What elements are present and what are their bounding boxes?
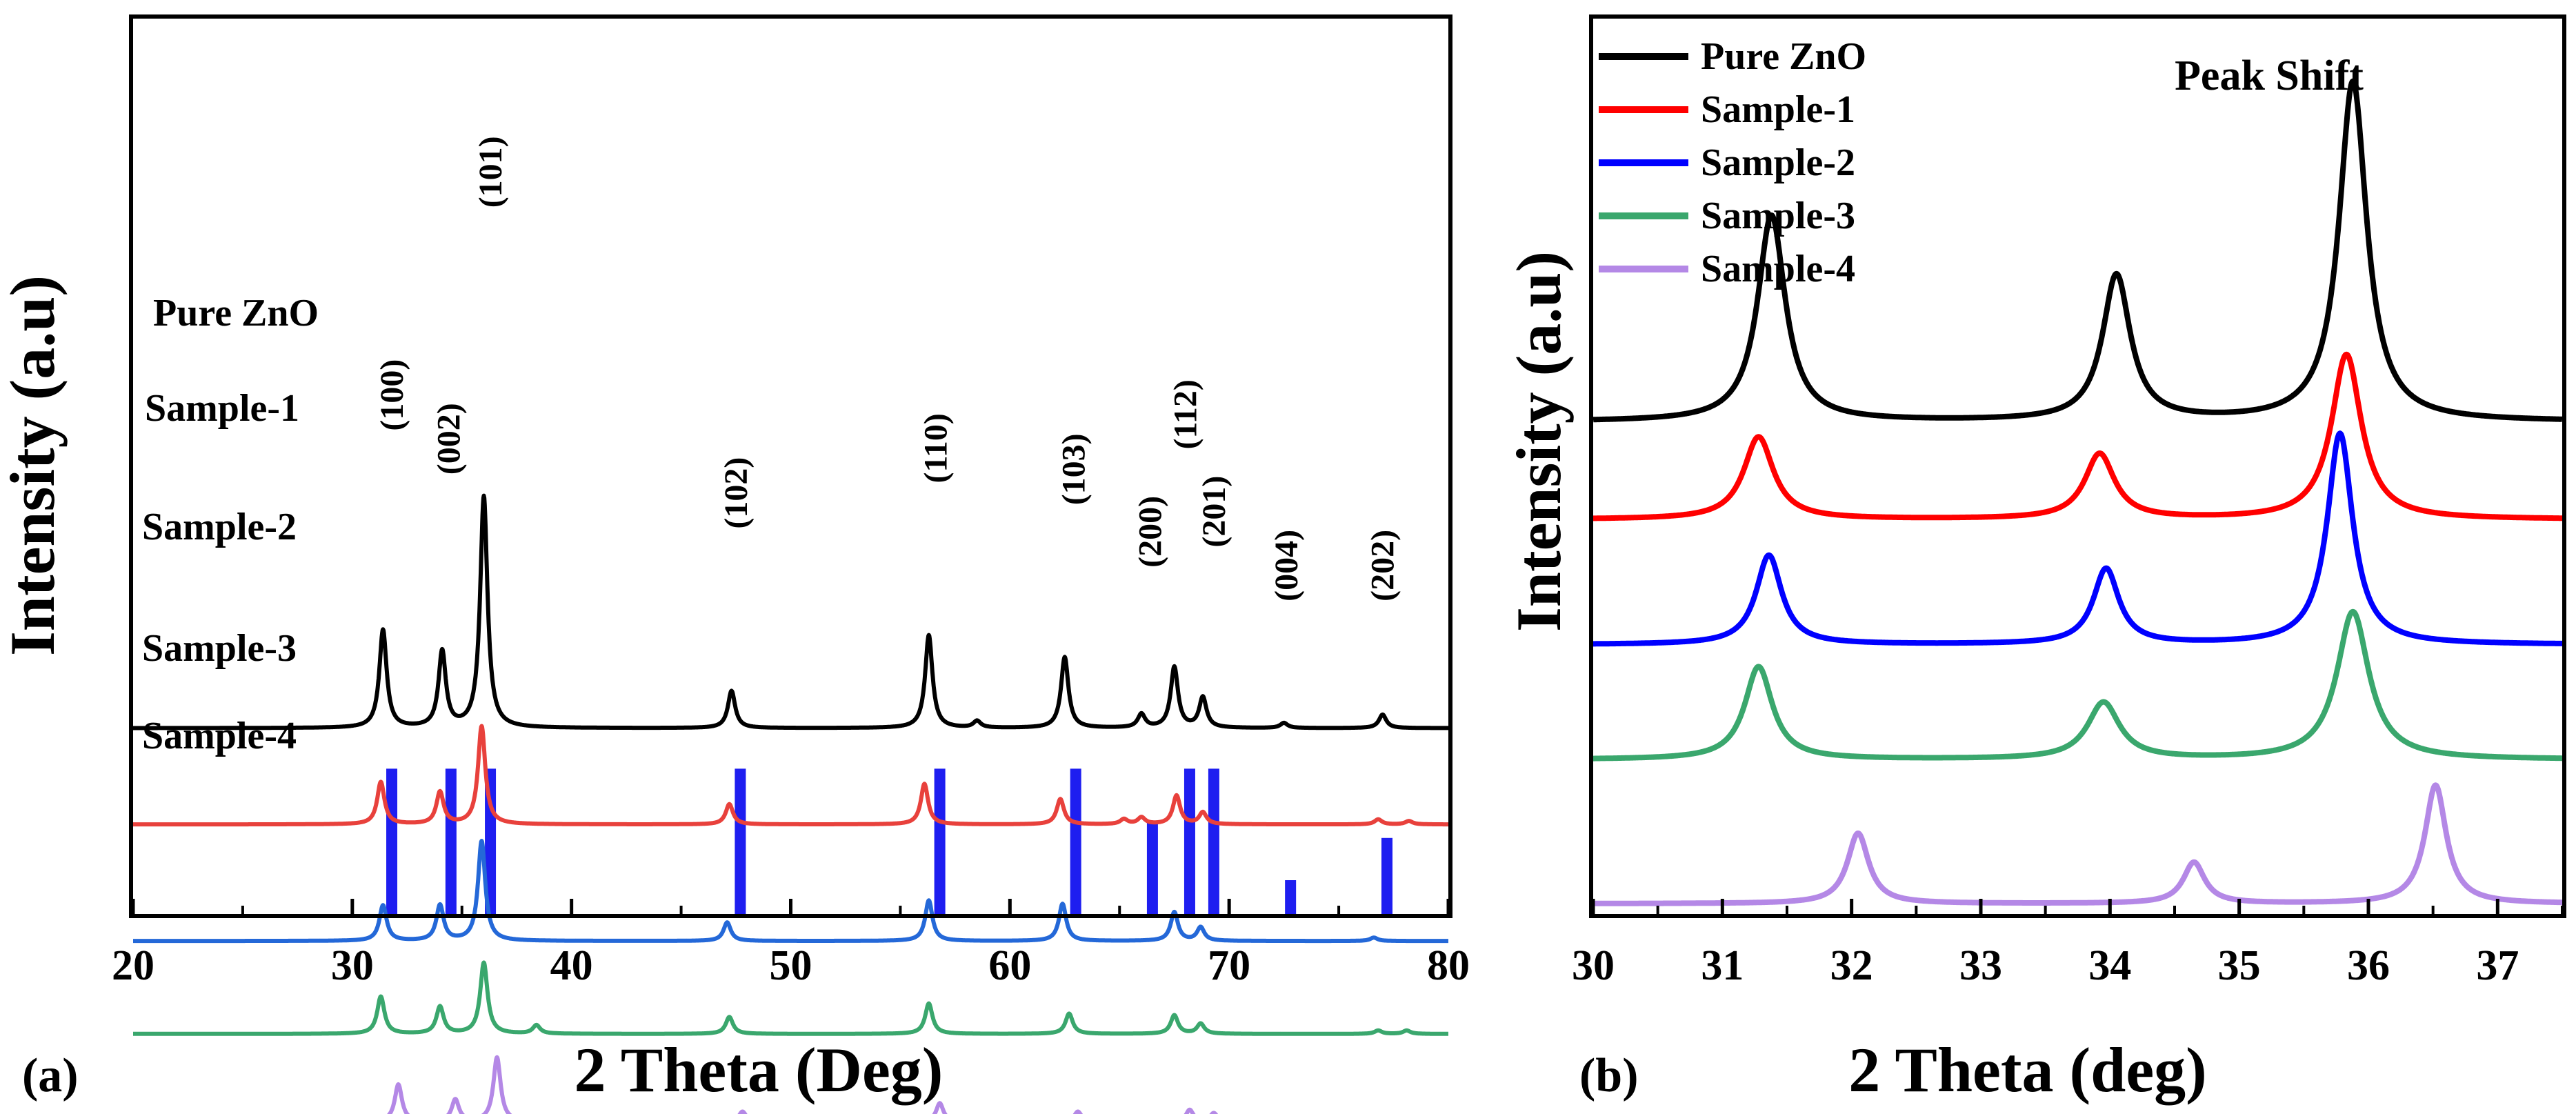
panel-b-letter: (b): [1579, 1049, 1639, 1102]
panel-a-x-axis-title: 2 Theta (Deg): [575, 1035, 943, 1105]
x-tick-label: 33: [1959, 942, 2002, 989]
panel-a-y-axis-title: Intensity (a.u): [0, 275, 68, 656]
legend-entry: Sample-1: [1701, 88, 1855, 131]
peak-index-label: (200): [1132, 496, 1169, 568]
series-line: [131, 839, 1450, 944]
x-tick-label: 35: [2218, 942, 2261, 989]
reference-bar: [445, 768, 457, 914]
reference-bar: [1184, 768, 1195, 914]
x-tick-label: 37: [2476, 942, 2519, 989]
panel-a-x-ticks: 20 30 40 50 60 70 80: [112, 899, 1470, 989]
panel-b-series-lines: [1590, 78, 2565, 906]
panel-a-plot-frame: [129, 14, 1452, 918]
x-tick-label: 50: [770, 942, 812, 989]
reference-bar: [1208, 768, 1219, 914]
series-line: [131, 493, 1450, 730]
sample-label: Sample-2: [142, 506, 297, 548]
panel-a-chart: 20 30 40 50 60 70 80 (100) (002) (101) (102) (110)…: [0, 14, 1470, 1114]
peak-index-label: (101): [472, 136, 509, 208]
legend-entry: Sample-3: [1701, 195, 1855, 237]
series-line: [131, 960, 1450, 1036]
reference-bar: [1070, 768, 1081, 914]
reference-bar: [1285, 880, 1297, 914]
x-tick-label: 30: [1572, 942, 1615, 989]
peak-index-label: (110): [917, 413, 954, 483]
x-tick-label: 36: [2347, 942, 2390, 989]
panel-a-letter: (a): [22, 1049, 79, 1102]
x-tick-label: 30: [331, 942, 374, 989]
legend-entry: Sample-4: [1701, 248, 1855, 290]
panel-b-chart: 30 31 32 33 34 35 36 37 Pure ZnO Sample-1 Sample-…: [1504, 14, 2566, 1105]
peak-index-label: (103): [1056, 433, 1092, 505]
panel-b-legend: Pure ZnO Sample-1 Sample-2 Sample-3 Sample-4: [1599, 35, 1866, 290]
peak-index-label: (004): [1268, 530, 1305, 601]
series-line: [131, 724, 1450, 827]
peak-index-label: (112): [1168, 379, 1204, 449]
panel-b-x-ticks: 30 31 32 33 34 35 36 37: [1572, 899, 2564, 989]
panel-b-x-axis-title: 2 Theta (deg): [1848, 1035, 2207, 1105]
x-tick-label: 32: [1830, 942, 1873, 989]
reference-bar: [1381, 837, 1393, 914]
reference-bar: [485, 768, 497, 914]
sample-label: Sample-3: [142, 627, 297, 670]
x-tick-label: 60: [988, 942, 1031, 989]
x-tick-label: 80: [1427, 942, 1470, 989]
peak-index-label: (202): [1365, 530, 1401, 601]
peak-index-label: (102): [718, 457, 755, 529]
reference-bar: [386, 768, 398, 914]
panel-a-series-lines: [131, 493, 1450, 1114]
peak-index-label: (100): [374, 359, 410, 431]
legend-entry: Sample-2: [1701, 141, 1855, 184]
series-line: [1590, 351, 2565, 521]
peak-index-label: (002): [431, 403, 468, 475]
reference-bar: [934, 768, 946, 914]
sample-label: Sample-4: [142, 715, 297, 757]
x-tick-label: 31: [1701, 942, 1744, 989]
sample-label: Sample-1: [145, 387, 299, 430]
panel-a-sample-labels: Pure ZnO Sample-1 Sample-2 Sample-3 Sample-4: [142, 292, 319, 757]
x-tick-label: 34: [2088, 942, 2131, 989]
peak-index-label: (201): [1196, 476, 1232, 548]
x-tick-label: 20: [112, 942, 154, 989]
series-line: [1590, 78, 2565, 423]
panel-a-reference-bars: [386, 768, 1393, 914]
panel-a-peak-index-labels: (100) (002) (101) (102) (110) (103) (200) (112)…: [374, 136, 1401, 601]
panel-b-title: Peak Shift: [2175, 52, 2364, 99]
reference-bar: [1146, 822, 1158, 914]
panel-b-y-axis-title: Intensity (a.u): [1504, 251, 1574, 632]
x-tick-label: 70: [1208, 942, 1250, 989]
panel-b-plot-frame: [1589, 14, 2566, 918]
x-tick-label: 40: [550, 942, 593, 989]
legend-entry: Pure ZnO: [1701, 35, 1866, 78]
series-line: [1590, 608, 2565, 762]
series-line: [1590, 430, 2565, 647]
series-line: [1590, 782, 2565, 906]
sample-label: Pure ZnO: [153, 292, 319, 335]
reference-bar: [735, 768, 746, 914]
